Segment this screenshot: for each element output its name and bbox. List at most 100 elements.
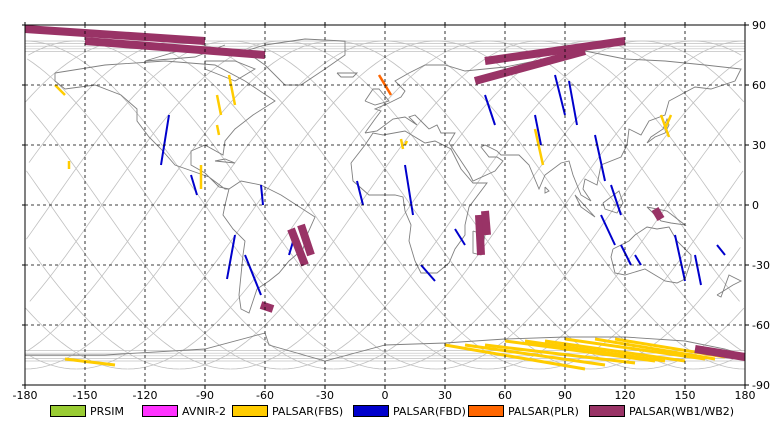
axis-ticks: -180 -150 -120 -90 -60 -30 0 30 60 90 120 150 180 90 6… — [13, 19, 770, 400]
fbs-swath — [227, 74, 237, 106]
coastline — [364, 50, 742, 202]
lat-tick-label: 60 — [752, 79, 766, 92]
legend-label: PALSAR(PLR) — [508, 404, 579, 418]
coastline — [544, 186, 550, 194]
wb-swath — [84, 37, 266, 59]
lat-tick-label: 30 — [752, 139, 766, 152]
lon-tick-label: -90 — [196, 389, 214, 400]
lon-tick-label: 30 — [438, 389, 452, 400]
lat-tick-label: -60 — [752, 319, 770, 332]
wb-swath — [297, 223, 315, 257]
lon-tick-label: 0 — [382, 389, 389, 400]
coastline — [350, 130, 488, 274]
grid-lines — [25, 25, 745, 385]
fbs-swath — [533, 128, 545, 166]
fbs-swath — [399, 138, 405, 150]
lat-tick-label: -30 — [752, 259, 770, 272]
fbd-swath — [454, 228, 466, 246]
lon-tick-label: -180 — [13, 389, 38, 400]
coastline — [602, 190, 624, 214]
lon-tick-label: -30 — [316, 389, 334, 400]
legend-swatch — [142, 405, 178, 417]
fbs-swath — [544, 339, 686, 363]
legend-item: PRSIM — [50, 403, 124, 419]
legend-item: AVNIR-2 — [142, 403, 226, 419]
legend-item: PALSAR(WB1/WB2) — [589, 403, 734, 419]
fbd-swath — [600, 214, 616, 246]
legend-swatch — [50, 405, 86, 417]
coastline — [214, 158, 236, 164]
coastline — [610, 226, 692, 284]
fbd-swath — [674, 234, 686, 282]
legend-label: AVNIR-2 — [182, 404, 226, 418]
fbs-swath — [504, 339, 656, 363]
lon-tick-label: 180 — [735, 389, 756, 400]
fbs-swath — [663, 114, 673, 130]
lon-tick-label: 90 — [558, 389, 572, 400]
coastline — [364, 88, 390, 106]
fbs-swath — [64, 357, 116, 367]
map-figure: -180 -150 -120 -90 -60 -30 0 30 60 90 120 150 180 90 6… — [13, 19, 770, 400]
observation-swaths — [24, 25, 746, 371]
fbs-swath — [54, 84, 66, 96]
fbd-swath — [694, 254, 702, 286]
fbs-swath — [594, 337, 716, 361]
legend-swatch — [468, 405, 504, 417]
fbs-swath — [444, 343, 586, 371]
wb-swath — [24, 25, 206, 45]
orbit-track — [76, 40, 437, 370]
wb-swath — [694, 345, 746, 361]
fbd-swath — [226, 234, 236, 280]
lon-tick-label: -120 — [133, 389, 158, 400]
wb-swath — [484, 37, 626, 65]
wb-swath — [481, 210, 491, 236]
legend-label: PALSAR(FBD) — [393, 404, 466, 418]
fbd-swath — [260, 184, 264, 206]
fbs-swath — [484, 343, 636, 365]
legend-swatch — [589, 405, 625, 417]
legend-label: PRSIM — [90, 404, 124, 418]
lon-tick-label: 120 — [615, 389, 636, 400]
fbs-swath — [564, 337, 706, 361]
legend: PRSIM AVNIR-2 PALSAR(FBS) PALSAR(FBD) PALSAR… — [0, 401, 770, 421]
fbd-swath — [160, 114, 170, 166]
legend-item: PALSAR(PLR) — [468, 403, 579, 419]
wb-swath — [473, 47, 587, 85]
wb-swath — [651, 206, 665, 222]
wb-swath — [259, 301, 275, 313]
fbd-swath — [420, 264, 436, 282]
legend-label: PALSAR(FBS) — [272, 404, 344, 418]
fbd-swath — [190, 174, 198, 196]
fbs-swath — [215, 124, 221, 136]
fbd-swath — [554, 74, 566, 116]
lon-tick-label: 150 — [675, 389, 696, 400]
fbd-swath — [404, 164, 414, 216]
legend-swatch — [353, 405, 389, 417]
fbd-swath — [534, 114, 542, 146]
coastline — [222, 180, 316, 314]
legend-item: PALSAR(FBD) — [353, 403, 466, 419]
fbd-swath — [716, 244, 726, 256]
lon-tick-label: 60 — [498, 389, 512, 400]
legend-item: PALSAR(FBS) — [232, 403, 343, 419]
fbd-swath — [634, 254, 642, 266]
coastline — [336, 72, 359, 78]
coastline — [574, 194, 596, 218]
lat-tick-label: -90 — [752, 379, 770, 392]
fbd-swath — [620, 244, 632, 266]
fbs-swath — [464, 343, 606, 367]
fbd-swath — [484, 94, 496, 126]
orbit-track — [179, 40, 540, 370]
fbs-swath — [403, 140, 409, 146]
wb-swath — [475, 214, 485, 256]
orbit-track — [281, 40, 643, 370]
coastline — [54, 60, 276, 190]
fbd-swath — [568, 80, 578, 126]
fbs-swath — [215, 94, 223, 116]
lon-tick-label: -60 — [256, 389, 274, 400]
fbd-swath — [594, 134, 606, 182]
lat-tick-label: 0 — [752, 199, 759, 212]
fbd-swath — [610, 184, 622, 216]
lat-tick-label: 90 — [752, 19, 766, 32]
fbd-swath — [244, 254, 262, 296]
